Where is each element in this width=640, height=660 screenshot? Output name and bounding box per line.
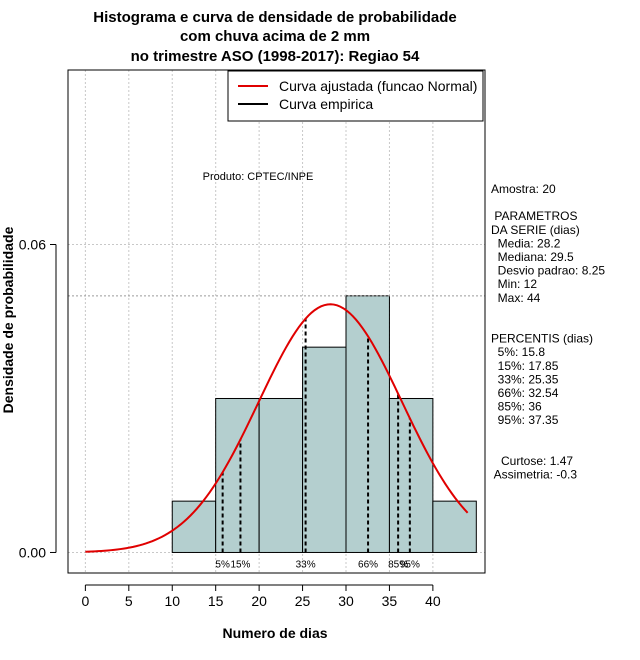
stats-line: 66%: 32.54 (491, 386, 559, 400)
x-axis: 0 5 10 15 20 25 30 35 40 (81, 584, 441, 609)
x-tick-label: 0 (81, 593, 89, 609)
stats-line: Curtose: 1.47 (491, 454, 573, 468)
percentile-lines (221, 318, 411, 553)
stats-line: Assimetria: -0.3 (491, 468, 577, 482)
x-tick-label: 35 (382, 593, 398, 609)
stats-line: Amostra: 20 (491, 182, 556, 196)
stats-line: PERCENTIS (dias) (491, 332, 593, 346)
x-tick-label: 5 (125, 593, 133, 609)
stats-line: 5%: 15.8 (491, 345, 545, 359)
histogram-bar (302, 346, 347, 553)
stats-line: 85%: 36 (491, 400, 542, 414)
histogram-bar (432, 500, 477, 553)
stats-line: PARAMETROS (491, 209, 577, 223)
y-axis: 0.00 0.06 (19, 237, 57, 560)
percentile-label: 95% (400, 559, 420, 570)
legend-box (227, 70, 484, 122)
x-axis-title: Numero de dias (222, 625, 327, 641)
histogram-bar (215, 397, 260, 553)
title-line-3: no trimestre ASO (1998-2017): Regiao 54 (131, 48, 420, 65)
x-tick-label: 25 (295, 593, 311, 609)
histogram-bar (171, 500, 217, 553)
x-tick-label: 40 (425, 593, 441, 609)
percentile-label: 33% (296, 559, 316, 570)
x-tick-label: 15 (208, 593, 224, 609)
percentile-label: 85% (388, 559, 408, 570)
y-tick-label: 0.00 (19, 544, 46, 560)
product-annotation: Produto: CPTEC/INPE (203, 171, 314, 183)
fitted-curve-group (85, 303, 469, 553)
stats-line: DA SERIE (dias) (491, 223, 580, 237)
title-line-2: com chuva acima de 2 mm (180, 28, 370, 45)
legend-label-empirical: Curva empirica (279, 96, 373, 112)
y-tick-label: 0.06 (19, 237, 46, 253)
percentile-label: 15% (230, 559, 250, 570)
stats-line: Desvio padrao: 8.25 (491, 264, 605, 278)
title-line-1: Histograma e curva de densidade de proba… (93, 9, 456, 26)
x-tick-label: 30 (338, 593, 354, 609)
legend-label-fitted: Curva ajustada (funcao Normal) (279, 78, 477, 94)
percentile-label: 5% (215, 559, 230, 570)
stats-line: 95%: 37.35 (491, 413, 559, 427)
legend: Curva ajustada (funcao Normal) Curva emp… (227, 70, 484, 122)
stats-line: Max: 44 (491, 291, 541, 305)
histogram-bar (388, 397, 434, 553)
histogram-bars (171, 295, 477, 553)
stats-line: Media: 28.2 (491, 236, 561, 250)
fitted-normal-curve (85, 303, 469, 553)
stats-line: Mediana: 29.5 (491, 250, 574, 264)
x-tick-label: 10 (164, 593, 180, 609)
x-tick-label: 20 (251, 593, 267, 609)
chart-title: Histograma e curva de densidade de proba… (93, 9, 456, 65)
y-axis-title: Densidade de probabilidade (0, 226, 16, 413)
plot-frame (67, 69, 486, 574)
histogram-bar (258, 397, 304, 553)
stats-line: Min: 12 (491, 277, 537, 291)
percentile-label: 66% (358, 559, 378, 570)
percentile-labels: 5% 15% 33% 66% 85%95% (215, 559, 420, 570)
stats-line: 15%: 17.85 (491, 359, 559, 373)
stats-line: 33%: 25.35 (491, 372, 559, 386)
